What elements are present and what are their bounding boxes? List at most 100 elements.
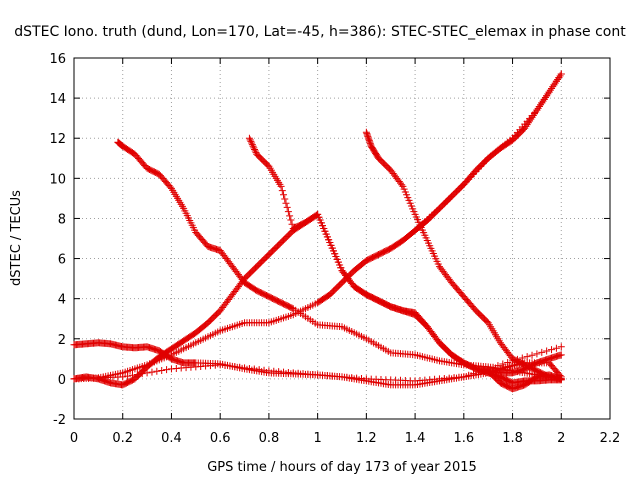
data-point [524, 119, 532, 127]
data-point [548, 84, 556, 92]
data-point [216, 361, 224, 369]
data-point [474, 368, 482, 376]
data-point [247, 137, 255, 145]
data-point [133, 370, 141, 378]
data-point [143, 369, 151, 377]
data-point [556, 72, 564, 80]
data-point [554, 75, 562, 83]
data-point [128, 371, 136, 379]
y-tick-label: 8 [58, 212, 66, 227]
data-point [544, 90, 552, 98]
data-point [489, 363, 497, 371]
data-point [557, 375, 565, 383]
data-point [284, 208, 292, 216]
axis-ticks [73, 57, 611, 420]
data-point [465, 371, 473, 379]
y-tick-label: 16 [49, 52, 66, 67]
x-tick-label: 0.6 [210, 431, 231, 446]
data-point [535, 103, 543, 111]
data-point [538, 348, 546, 356]
series-6 [484, 367, 565, 393]
x-tick-label: 0.8 [259, 431, 280, 446]
x-tick-label: 1.6 [453, 431, 474, 446]
data-point [551, 79, 559, 87]
data-point [236, 363, 244, 371]
data-point [552, 77, 560, 85]
data-point [163, 366, 171, 374]
x-axis-label: GPS time / hours of day 173 of year 2015 [207, 460, 477, 475]
series-8 [70, 343, 565, 385]
data-point [460, 373, 468, 381]
y-tick-label: 14 [49, 92, 66, 107]
x-tick-label: 0.4 [161, 431, 182, 446]
data-point [226, 362, 234, 370]
data-point [540, 95, 548, 103]
data-point [260, 366, 268, 374]
data-point [537, 101, 545, 109]
data-point [119, 373, 127, 381]
x-tick-label: 1 [313, 431, 321, 446]
data-point [248, 139, 256, 147]
data-point [538, 99, 546, 107]
data-point [509, 357, 517, 365]
data-point [245, 364, 253, 372]
y-tick-label: 6 [58, 253, 66, 268]
y-tick-label: 4 [58, 293, 66, 308]
data-point [545, 88, 553, 96]
data-point [158, 366, 166, 374]
data-point [250, 144, 258, 152]
data-point [534, 104, 542, 112]
data-point [251, 145, 259, 153]
data-point [277, 182, 285, 190]
x-tick-label: 1.2 [356, 431, 377, 446]
data-point [518, 354, 526, 362]
x-tick-label: 1.4 [405, 431, 426, 446]
data-point [287, 216, 295, 224]
data-point [250, 365, 258, 373]
data-point [124, 372, 132, 380]
data-point [550, 81, 558, 89]
data-point [533, 350, 541, 358]
y-tick-label: 12 [49, 132, 66, 147]
data-point [282, 199, 290, 207]
data-point [281, 195, 289, 203]
data-points [70, 70, 565, 393]
data-point [557, 343, 565, 351]
chart-title: dSTEC Iono. truth (dund, Lon=170, Lat=-4… [14, 24, 626, 40]
x-tick-label: 0 [70, 431, 78, 446]
data-point [249, 142, 257, 150]
data-point [504, 358, 512, 366]
series-7 [411, 70, 565, 234]
data-point [278, 187, 286, 195]
data-point [549, 83, 557, 91]
data-point [288, 304, 296, 312]
data-point [541, 94, 549, 102]
series-5 [362, 128, 565, 383]
data-point [246, 136, 254, 144]
data-point [546, 86, 554, 94]
data-point [543, 347, 551, 355]
data-point [539, 97, 547, 105]
y-tick-label: -2 [53, 413, 66, 428]
data-point [557, 70, 565, 78]
y-axis-label: dSTEC / TECUs [9, 190, 24, 286]
x-tick-label: 1.8 [502, 431, 523, 446]
data-point [533, 106, 541, 114]
x-tick-labels: 0 0.2 0.4 0.6 0.8 1 1.2 1.4 1.6 1.8 2 2.2 [70, 431, 620, 446]
data-point [283, 203, 291, 211]
data-point [138, 370, 146, 378]
data-point [255, 366, 263, 374]
plot-frame [73, 57, 611, 420]
data-point [288, 220, 296, 228]
data-point [527, 115, 535, 123]
data-point [153, 367, 161, 375]
data-point [552, 344, 560, 352]
data-point [523, 353, 531, 361]
y-tick-labels: -2 0 2 4 6 8 10 12 14 16 [49, 52, 66, 428]
data-point [528, 351, 536, 359]
x-tick-label: 2.2 [600, 431, 621, 446]
data-point [484, 365, 492, 373]
y-tick-label: 0 [58, 373, 66, 388]
series-4 [245, 134, 565, 377]
data-point [532, 108, 540, 116]
